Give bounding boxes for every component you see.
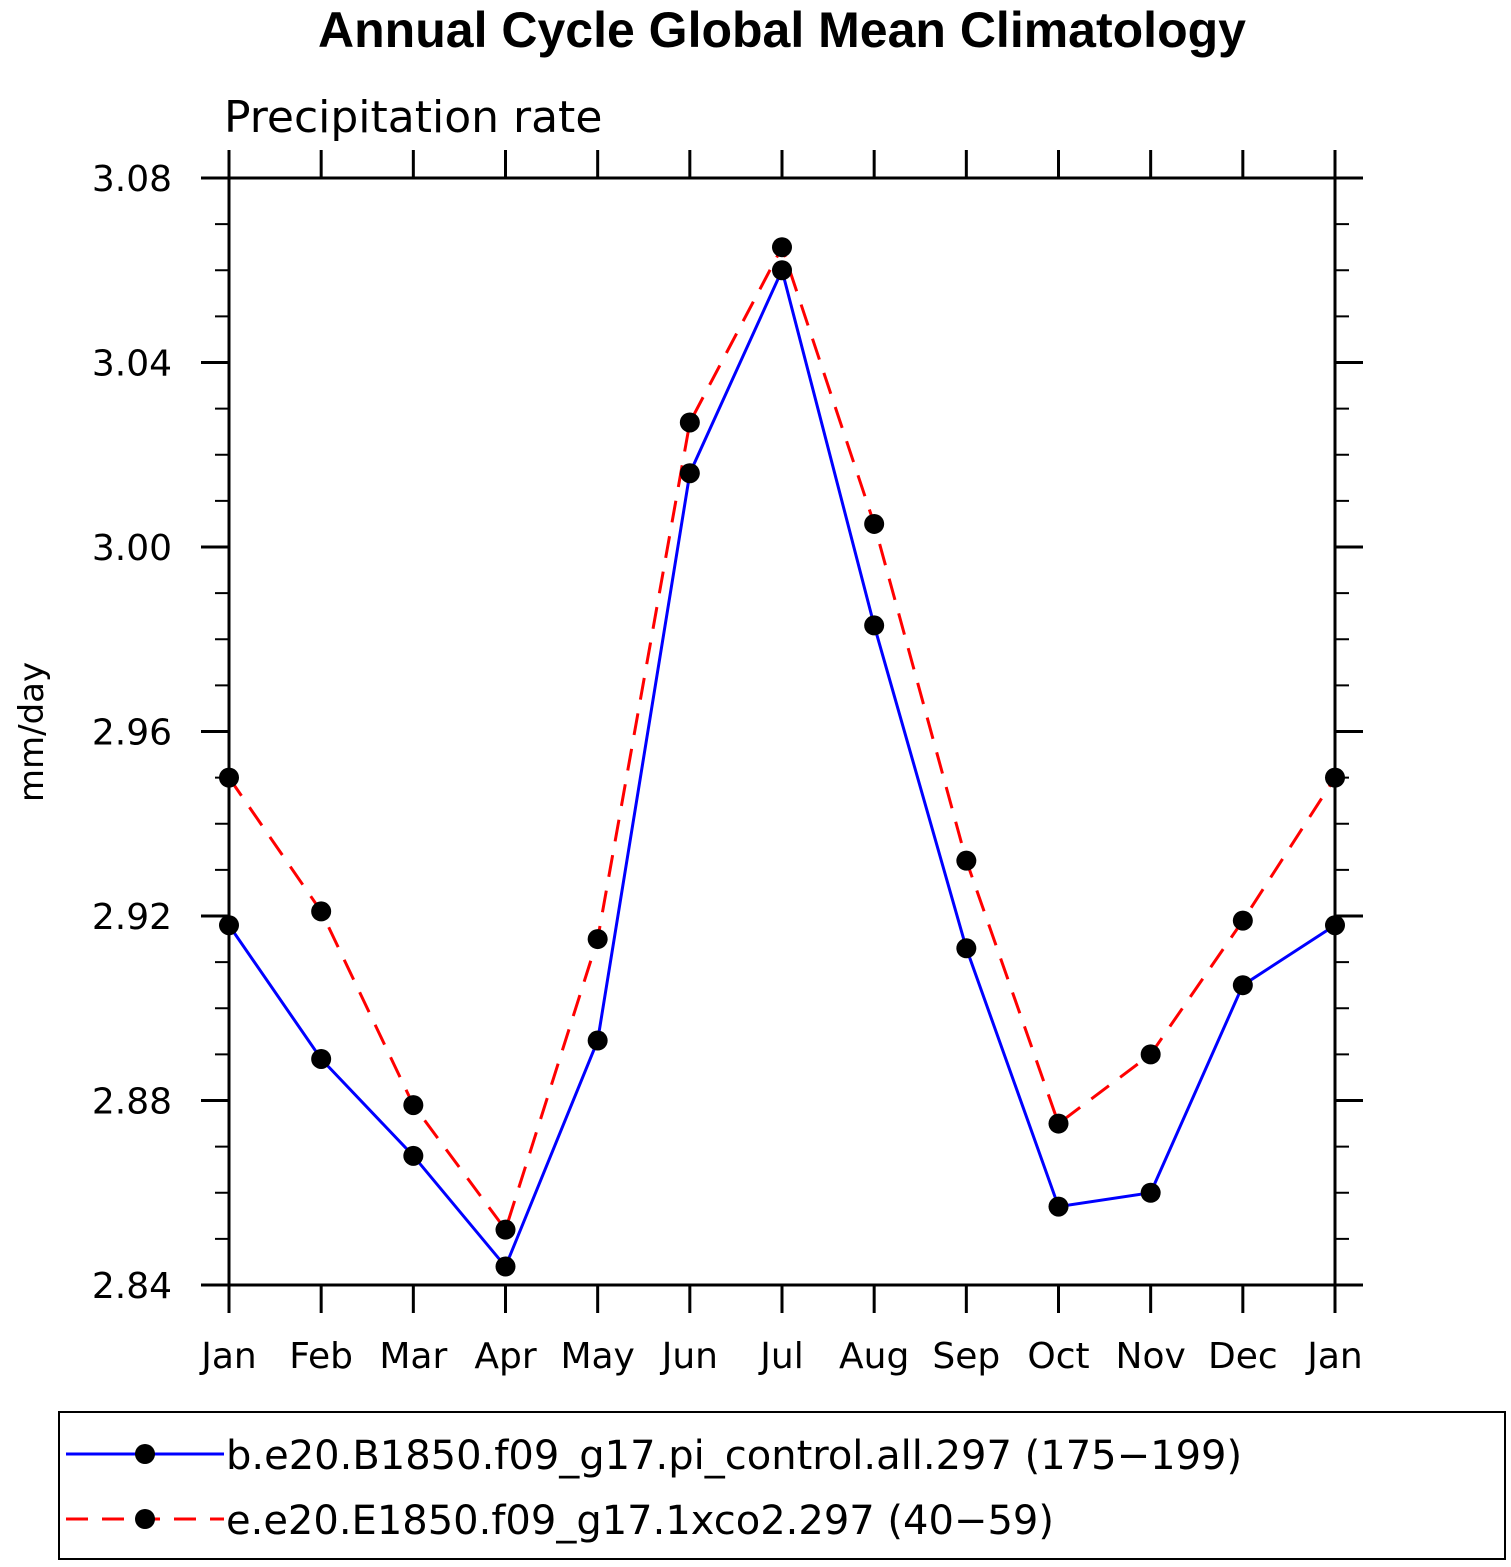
data-point-series-1: [219, 915, 239, 936]
series-lines: [227, 243, 1337, 1270]
x-tick-label: Feb: [289, 1336, 353, 1377]
y-tick-labels: 2.84 2.88 2.92 2.96 3.00 3.04 3.08: [92, 159, 172, 1307]
plot-frame: [227, 176, 1337, 1287]
y-axis-label: mm/day: [12, 662, 52, 802]
x-tick-label: Apr: [474, 1336, 536, 1377]
data-point-series-1: [1232, 975, 1253, 996]
data-point-series-2: [1140, 1044, 1161, 1065]
data-point-series-2: [679, 412, 700, 433]
legend: [58, 1411, 1506, 1560]
data-point-series-2: [1325, 767, 1345, 788]
y-tick-label: 3.00: [92, 528, 172, 569]
y-tick-label: 2.84: [92, 1266, 172, 1307]
legend-label-series-1: b.e20.B1850.f09_g17.pi_control.all.297 (…: [226, 1433, 1242, 1479]
data-point-series-1: [1140, 1182, 1161, 1203]
chart-title: Annual Cycle Global Mean Climatology: [318, 2, 1246, 58]
axis-ticks: [201, 150, 1363, 1313]
x-tick-label: Jan: [1305, 1336, 1363, 1377]
x-tick-label: Jun: [660, 1336, 718, 1377]
y-tick-label: 2.88: [92, 1082, 172, 1123]
data-point-series-1: [1048, 1196, 1069, 1217]
y-tick-label: 2.92: [92, 897, 172, 938]
x-tick-label: Oct: [1027, 1336, 1089, 1377]
x-tick-label: May: [560, 1336, 634, 1377]
data-point-series-1: [956, 938, 977, 959]
data-point-series-2: [311, 901, 332, 922]
data-point-series-1: [311, 1048, 332, 1069]
data-point-series-1: [403, 1145, 424, 1166]
data-point-series-1: [587, 1030, 608, 1051]
legend-label-series-2: e.e20.E1850.f09_g17.1xco2.297 (40−59): [226, 1498, 1054, 1544]
series-line-1: [227, 265, 1336, 1270]
x-tick-label: Sep: [932, 1336, 1000, 1377]
y-tick-label: 3.08: [92, 159, 172, 200]
data-point-series-2: [219, 767, 239, 788]
data-point-series-1: [864, 615, 885, 636]
series-line-2: [227, 243, 1337, 1233]
series-markers: [219, 237, 1345, 1277]
data-point-series-2: [772, 237, 792, 258]
x-tick-label: Dec: [1208, 1336, 1278, 1377]
legend-items: b.e20.B1850.f09_g17.pi_control.all.297 (…: [66, 1433, 1242, 1544]
x-tick-label: Jan: [199, 1336, 257, 1377]
data-point-series-1: [1325, 915, 1345, 936]
x-tick-labels: Jan Feb Mar Apr May Jun Jul Aug Sep Oct Nov Dec Jan: [199, 1336, 1363, 1377]
data-point-series-2: [956, 850, 977, 871]
data-point-series-2: [403, 1095, 424, 1116]
data-point-series-1: [772, 260, 792, 281]
y-tick-label: 3.04: [92, 344, 172, 385]
x-tick-label: Mar: [379, 1336, 447, 1377]
y-tick-label: 2.96: [92, 713, 172, 754]
data-point-series-1: [495, 1256, 516, 1277]
x-tick-label: Jul: [758, 1336, 803, 1377]
chart-subtitle: Precipitation rate: [224, 92, 602, 143]
data-point-series-2: [587, 929, 608, 950]
data-point-series-2: [495, 1219, 516, 1240]
data-point-series-2: [1048, 1113, 1069, 1134]
legend-marker-series-1: [135, 1444, 155, 1464]
x-tick-label: Nov: [1116, 1336, 1186, 1377]
data-point-series-1: [679, 463, 700, 484]
legend-marker-series-2: [135, 1509, 155, 1529]
data-point-series-2: [864, 513, 885, 534]
x-tick-label: Aug: [839, 1336, 909, 1377]
data-point-series-2: [1232, 910, 1253, 931]
